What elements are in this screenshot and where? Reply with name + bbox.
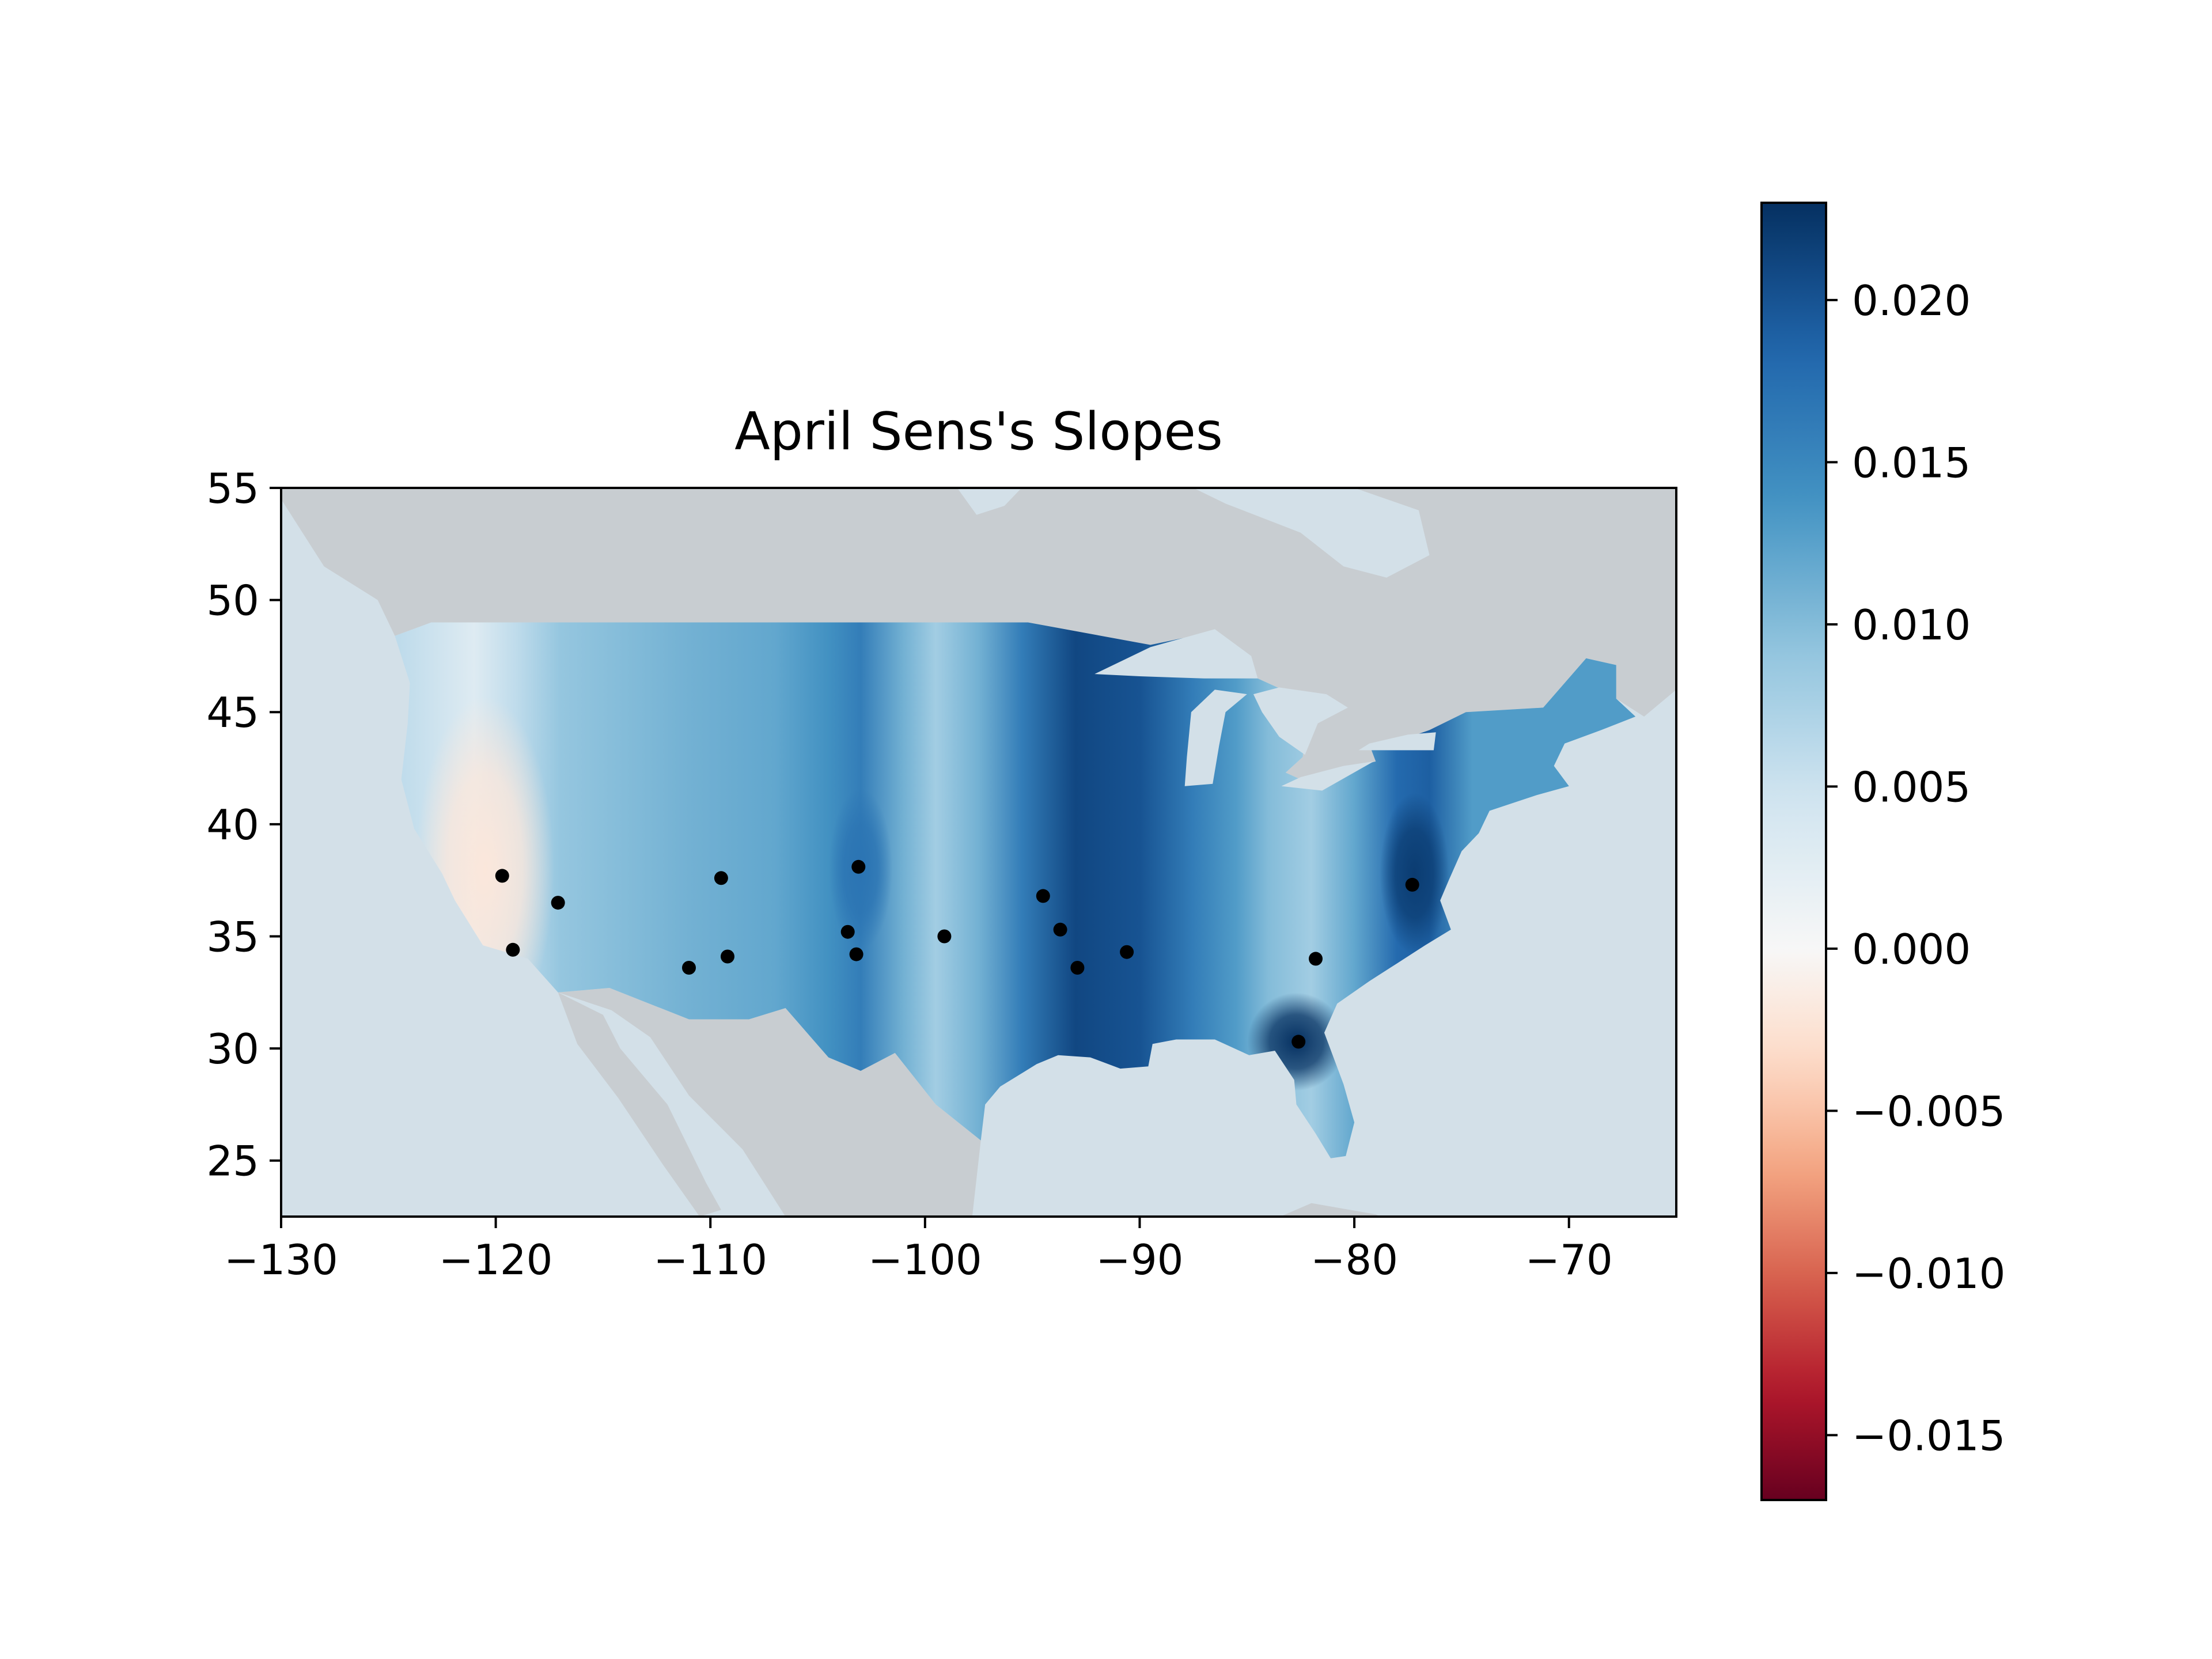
y-axis: 25 30 35 40 45 50 55	[206, 464, 281, 1185]
station-point	[937, 929, 952, 944]
colorbar-tick-label: −0.015	[1852, 1411, 2005, 1460]
colorbar-tick-label: −0.010	[1852, 1249, 2005, 1298]
station-point	[851, 859, 866, 874]
colorbar-tick-label: 0.005	[1852, 763, 1971, 811]
field-hotspot	[1380, 793, 1449, 955]
y-tick-label: 55	[206, 464, 259, 513]
chart-title: April Sens's Slopes	[734, 402, 1223, 462]
station-point	[849, 947, 863, 961]
great-lakes	[1094, 629, 1436, 791]
colorbar-tick-label: 0.000	[1852, 925, 1971, 974]
station-point	[714, 871, 728, 885]
colorbar-frame	[1760, 202, 1827, 1501]
baja-peninsula	[558, 992, 721, 1217]
y-tick-label: 25	[206, 1137, 259, 1185]
arctic-islands	[957, 488, 1022, 515]
station-point	[682, 961, 696, 975]
station-point	[840, 925, 855, 939]
y-tick-label: 50	[206, 577, 259, 625]
lake-huron	[1253, 687, 1348, 755]
x-axis: −130 −120 −110 −100 −90 −80 −70	[224, 1217, 1613, 1284]
station-point	[1405, 877, 1419, 892]
lake-superior	[1094, 629, 1258, 679]
axes-frame	[280, 487, 1677, 1218]
y-tick-label: 45	[206, 688, 259, 737]
station-point	[495, 869, 509, 883]
y-tick-label: 30	[206, 1025, 259, 1073]
colorbar-tick-label: 0.015	[1852, 438, 1971, 487]
lake-michigan	[1184, 690, 1247, 786]
colorbar-gradient	[1762, 203, 1826, 1500]
colorbar-ticks: −0.015 −0.010 −0.005 0.000 0.005 0.010 0.015 0.…	[1826, 276, 2005, 1460]
colorbar-tick-label: −0.005	[1852, 1087, 2005, 1135]
station-point	[1291, 1035, 1306, 1049]
mexico-landmass	[558, 988, 981, 1217]
station-point	[551, 896, 565, 910]
hudson-bay	[1193, 488, 1430, 578]
station-point	[721, 949, 734, 964]
station-markers	[495, 859, 1419, 1049]
cuba-island	[1280, 1203, 1381, 1217]
map-axes: −130 −120 −110 −100 −90 −80 −70 25 30 35 40 45 50 55	[206, 464, 1677, 1284]
station-point	[506, 942, 520, 957]
x-tick-label: −70	[1525, 1236, 1613, 1284]
y-tick-label: 40	[206, 801, 259, 849]
x-tick-label: −80	[1310, 1236, 1398, 1284]
x-tick-label: −90	[1096, 1236, 1183, 1284]
x-tick-label: −110	[653, 1236, 767, 1284]
colorbar: −0.015 −0.010 −0.005 0.000 0.005 0.010 0.015 0.…	[1760, 202, 2005, 1501]
colorbar-tick-label: 0.010	[1852, 601, 1971, 649]
y-tick-label: 35	[206, 912, 259, 961]
station-point	[1070, 961, 1085, 975]
x-tick-label: −130	[224, 1236, 338, 1284]
x-tick-label: −120	[439, 1236, 553, 1284]
x-tick-label: −100	[868, 1236, 982, 1284]
station-point	[1120, 945, 1134, 959]
lake-ontario	[1358, 732, 1436, 751]
station-point	[1309, 952, 1323, 966]
lake-erie	[1281, 761, 1374, 791]
station-point	[1053, 922, 1067, 937]
station-point	[1036, 889, 1050, 903]
colorbar-tick-label: 0.020	[1852, 276, 1971, 325]
